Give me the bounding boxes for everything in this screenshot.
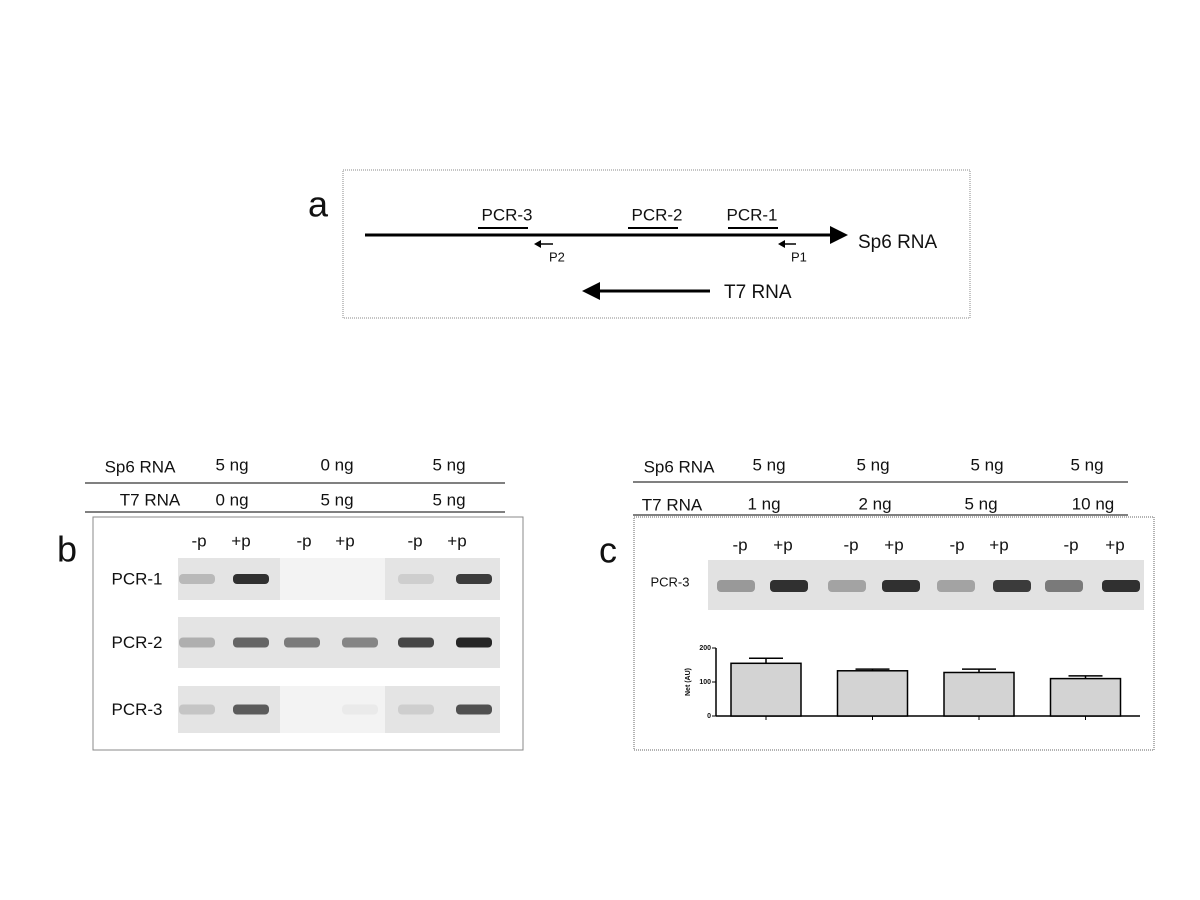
lane-label: +p xyxy=(989,535,1008,554)
gel-band xyxy=(342,704,378,715)
gel-band xyxy=(342,637,378,648)
arrowhead xyxy=(582,282,600,300)
lane-label: +p xyxy=(773,535,792,554)
error-bar xyxy=(962,668,996,673)
gel-strip xyxy=(280,686,385,733)
gel-b xyxy=(178,558,500,733)
gel-band xyxy=(1045,580,1083,592)
gel-band xyxy=(717,580,755,592)
arrowhead xyxy=(778,240,785,248)
gel-band xyxy=(233,637,269,648)
region-label: PCR-3 xyxy=(481,205,532,224)
amount: 5 ng xyxy=(970,455,1003,474)
amount: 5 ng xyxy=(964,494,997,513)
panel-b-frame xyxy=(92,516,524,751)
region-label: PCR-1 xyxy=(726,205,777,224)
lane-label: -p xyxy=(296,531,311,550)
bar xyxy=(836,670,909,717)
gel-band xyxy=(770,580,808,592)
primer-label: P2 xyxy=(549,249,565,264)
sp6-label: Sp6 RNA xyxy=(858,232,938,253)
error-bar xyxy=(749,657,783,664)
gel-band xyxy=(284,637,320,648)
lane-label: +p xyxy=(1105,535,1124,554)
gel-band xyxy=(993,580,1031,592)
amount: 10 ng xyxy=(1072,494,1115,513)
t7-label: T7 RNA xyxy=(724,282,792,303)
gel-band xyxy=(937,580,975,592)
amount: 5 ng xyxy=(320,490,353,509)
amount: 5 ng xyxy=(856,455,889,474)
gel-band xyxy=(233,704,269,715)
lane-label: -p xyxy=(732,535,747,554)
panel-a-frame xyxy=(342,169,971,319)
bar xyxy=(943,671,1015,717)
panel-label: a xyxy=(308,184,329,225)
arrowhead xyxy=(534,240,541,248)
y-tick-label: 100 xyxy=(699,679,711,686)
amount: 2 ng xyxy=(858,494,891,513)
amount: 0 ng xyxy=(215,490,248,509)
gel-band xyxy=(456,637,492,648)
gel-band xyxy=(1102,580,1140,592)
panel-label: c xyxy=(599,530,617,571)
bar-chart: 0 100 200 Net (AU) xyxy=(685,645,1140,720)
gel-band xyxy=(398,637,434,648)
row-label: PCR-3 xyxy=(650,574,689,589)
gel-band xyxy=(456,574,492,584)
gel-band xyxy=(398,704,434,715)
bar xyxy=(730,662,802,717)
gel-strip xyxy=(178,617,500,668)
gel-band xyxy=(179,704,215,715)
lane-label: -p xyxy=(191,531,206,550)
amount: 5 ng xyxy=(1070,455,1103,474)
panel-c-frame xyxy=(633,516,1155,751)
row-header: T7 RNA xyxy=(642,495,703,514)
bar xyxy=(1049,677,1122,717)
lane-label: +p xyxy=(884,535,903,554)
panel-label: b xyxy=(57,529,77,570)
row-label: PCR-3 xyxy=(111,700,162,719)
row-header: Sp6 RNA xyxy=(644,457,716,476)
region-label: PCR-2 xyxy=(631,205,682,224)
gel-band xyxy=(179,574,215,584)
gel-c xyxy=(708,560,1144,610)
y-axis-label: Net (AU) xyxy=(685,668,692,696)
row-label: PCR-2 xyxy=(111,633,162,652)
row-label: PCR-1 xyxy=(111,569,162,588)
amount: 1 ng xyxy=(747,494,780,513)
gel-band xyxy=(233,574,269,584)
y-tick-label: 0 xyxy=(707,713,711,720)
error-bar xyxy=(1068,675,1103,679)
gel-band xyxy=(828,580,866,592)
amount: 0 ng xyxy=(320,455,353,474)
amount: 5 ng xyxy=(215,455,248,474)
lane-label: +p xyxy=(447,531,466,550)
y-tick-label: 200 xyxy=(699,645,711,652)
row-header: T7 RNA xyxy=(120,490,181,509)
primer-label: P1 xyxy=(791,249,807,264)
row-header: Sp6 RNA xyxy=(105,457,177,476)
arrowhead xyxy=(830,226,848,244)
lane-label: -p xyxy=(949,535,964,554)
gel-band xyxy=(398,574,434,584)
gel-band xyxy=(456,704,492,715)
lane-label: +p xyxy=(335,531,354,550)
lane-label: -p xyxy=(1063,535,1078,554)
lane-label: -p xyxy=(843,535,858,554)
gel-band xyxy=(179,637,215,648)
error-bar xyxy=(855,668,890,671)
gel-strip xyxy=(280,558,385,600)
amount: 5 ng xyxy=(432,455,465,474)
amount: 5 ng xyxy=(432,490,465,509)
lane-label: -p xyxy=(407,531,422,550)
gel-band xyxy=(882,580,920,592)
lane-label: +p xyxy=(231,531,250,550)
amount: 5 ng xyxy=(752,455,785,474)
